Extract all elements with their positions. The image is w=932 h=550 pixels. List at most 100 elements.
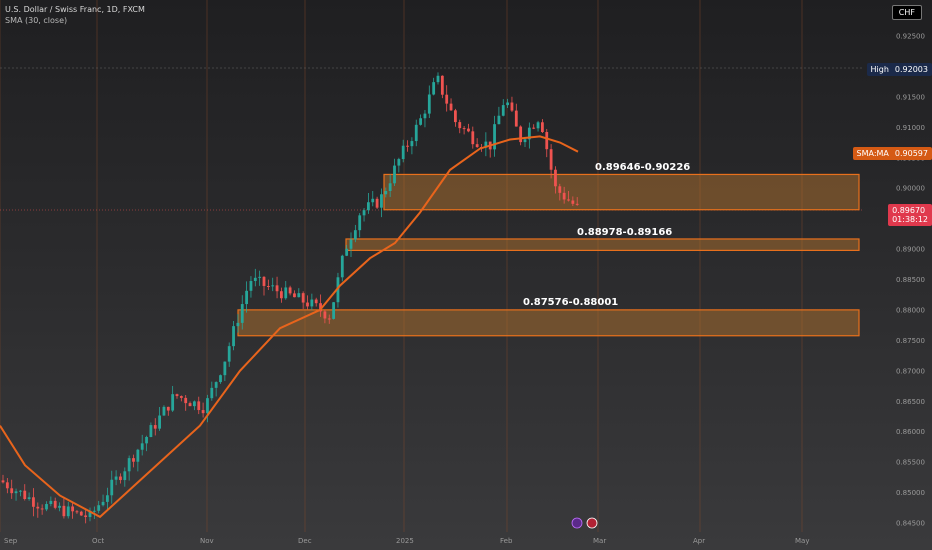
currency-button[interactable]: CHF (891, 5, 922, 20)
candle-body (127, 458, 131, 472)
candle-body (223, 361, 227, 376)
candle-body (240, 304, 244, 323)
candle-body (367, 202, 370, 211)
candle-body (184, 397, 188, 404)
event-icon (571, 517, 583, 529)
candle-body (36, 506, 40, 509)
candle-body (436, 75, 440, 83)
candle-body (145, 437, 148, 444)
candle-body (440, 75, 444, 95)
candle-body (179, 396, 183, 398)
candle-body (188, 403, 192, 407)
y-tick-label: 0.88000 (896, 306, 925, 314)
candle-body (49, 500, 53, 505)
zone-label-lower: 0.87576-0.88001 (523, 297, 619, 308)
candle-body (106, 495, 109, 502)
x-tick-label: Apr (693, 537, 705, 545)
high-price-tag: High 0.92003 (866, 63, 932, 76)
candle-body (110, 479, 114, 496)
x-tick-label: Sep (4, 537, 18, 545)
candle-body (14, 491, 18, 494)
candle-body (258, 276, 262, 278)
candle-body (371, 198, 375, 203)
candle-body (314, 299, 318, 304)
candle-body (445, 94, 449, 104)
candle-body (284, 287, 288, 299)
candle-body (523, 139, 527, 143)
candle-body (458, 122, 462, 129)
candle-body (423, 113, 427, 119)
candle-body (336, 277, 340, 303)
candle-body (567, 199, 570, 201)
candle-body (206, 398, 209, 414)
candle-body (410, 141, 414, 147)
candle-body (501, 105, 505, 116)
candle-body (362, 210, 366, 216)
candle-body (414, 124, 418, 142)
candle-body (493, 124, 496, 150)
candle-body (288, 287, 292, 294)
candle-body (510, 102, 514, 111)
candle-body (345, 248, 349, 256)
candle-body (271, 285, 275, 287)
candle-body (62, 505, 66, 517)
candle-body (245, 290, 248, 305)
high-value: 0.92003 (894, 65, 928, 74)
candle-body (249, 281, 253, 291)
candle-body (545, 132, 549, 150)
y-tick-label: 0.86500 (896, 398, 925, 406)
candle-body (45, 504, 48, 510)
y-tick-label: 0.86000 (896, 428, 925, 436)
x-tick-label: May (795, 537, 809, 545)
candle-body (123, 471, 127, 481)
candle-body (484, 141, 488, 148)
x-tick-label: Oct (92, 537, 104, 545)
candle-body (549, 149, 553, 170)
candle-body (1, 480, 5, 483)
y-tick-label: 0.87000 (896, 367, 925, 375)
candle-body (71, 506, 74, 512)
sma-value: 0.90597 (894, 149, 928, 158)
candle-body (497, 115, 501, 125)
candle-body (19, 490, 22, 492)
candle-body (5, 482, 9, 489)
support-zone (383, 173, 860, 211)
candle-body (53, 500, 57, 508)
y-tick-label: 0.91000 (896, 124, 925, 132)
candle-body (554, 169, 557, 187)
candle-body (266, 285, 270, 287)
candle-body (236, 322, 240, 327)
candle-body (375, 198, 379, 208)
candle-body (527, 127, 531, 140)
candle-body (232, 326, 235, 347)
y-tick-label: 0.85000 (896, 489, 925, 497)
indicator-label[interactable]: SMA (30, close) (5, 16, 68, 25)
candle-body (327, 318, 331, 320)
candle-body (506, 102, 509, 106)
candle-body (427, 94, 431, 114)
candle-body (27, 497, 31, 500)
candle-body (262, 276, 266, 286)
candle-body (40, 508, 44, 510)
candle-body (175, 394, 179, 397)
candle-body (79, 511, 83, 516)
candle-body (293, 293, 296, 298)
candle-body (162, 406, 166, 416)
candle-body (541, 122, 544, 133)
candle-body (393, 165, 396, 184)
zone-label-middle: 0.88978-0.89166 (577, 227, 673, 238)
candle-body (514, 110, 518, 127)
candle-body (75, 511, 79, 513)
sma-price-tag: SMA:MA 0.90597 (852, 147, 932, 160)
y-tick-label: 0.87500 (896, 337, 925, 345)
candle-body (349, 239, 353, 249)
candle-body (353, 230, 357, 240)
candle-body (197, 401, 201, 411)
x-tick-label: 2025 (396, 537, 414, 545)
candle-body (471, 131, 475, 145)
candle-body (101, 501, 105, 506)
candle-body (397, 159, 401, 166)
candle-body (536, 122, 540, 129)
